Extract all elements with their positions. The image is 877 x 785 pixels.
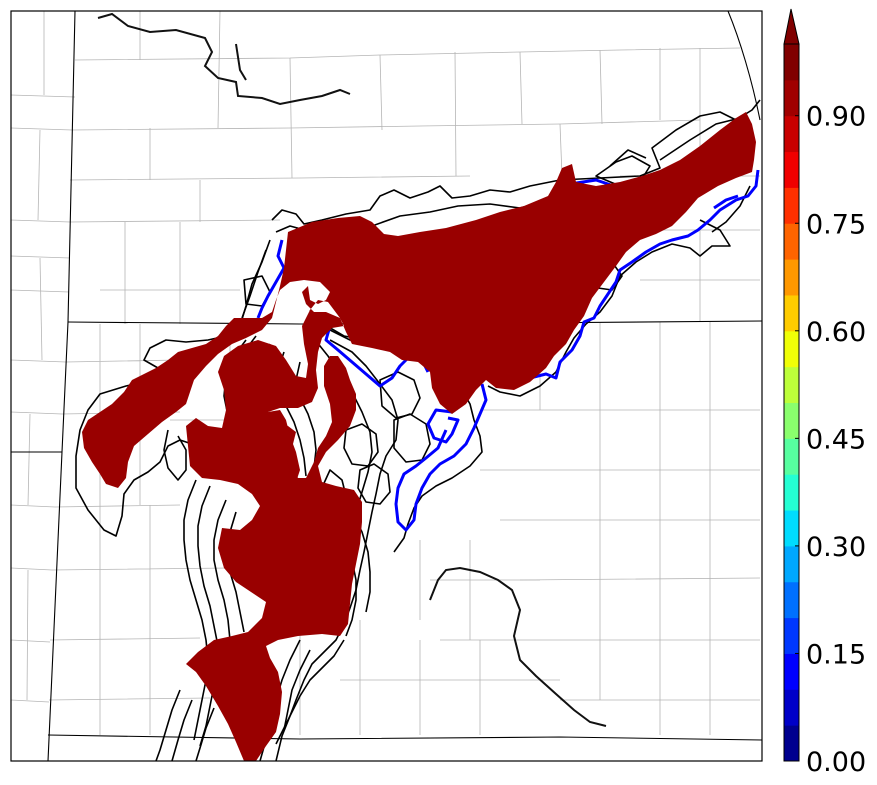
rivers — [97, 12, 607, 727]
colorbar-band — [784, 510, 799, 547]
colorbar-band — [784, 689, 799, 726]
colorbar-band — [784, 44, 799, 81]
colorbar-band — [784, 653, 799, 690]
colorbar-band — [784, 151, 799, 188]
colorbar-band — [784, 79, 799, 117]
colorbar-band — [784, 223, 799, 260]
colorbar-band — [784, 259, 799, 296]
colorbar-bands — [784, 44, 799, 762]
colorbar-band — [784, 187, 799, 224]
colorbar-band — [784, 617, 799, 654]
colorbar-ticks: 0.00 0.15 0.30 0.45 0.60 0.75 0.90 — [795, 102, 866, 778]
colorbar-outline — [783, 43, 800, 762]
colorbar: 0.00 0.15 0.30 0.45 0.60 0.75 0.90 — [783, 8, 866, 778]
colorbar-band — [784, 366, 799, 403]
map-frame — [10, 10, 763, 762]
colorbar-band — [784, 438, 799, 475]
colorbar-band — [784, 474, 799, 511]
colorbar-tick-label: 0.90 — [806, 102, 866, 133]
colorbar-tick-label: 0.60 — [806, 317, 866, 348]
colorbar-tick-label: 0.75 — [806, 209, 866, 240]
colorbar-band — [784, 545, 799, 583]
colorbar-band — [784, 330, 799, 368]
colorbar-extend-arrow — [783, 8, 800, 45]
colorbar-band — [784, 581, 799, 619]
colorbar-band — [784, 725, 799, 762]
colorbar-tick-label: 0.00 — [806, 747, 866, 778]
county-boundaries — [11, 11, 761, 735]
colorbar-tick-label: 0.30 — [806, 532, 866, 563]
probability-fill — [82, 112, 756, 761]
colorbar-band — [784, 402, 799, 439]
colorbar-band — [784, 294, 799, 332]
colorbar-tick-label: 0.45 — [806, 424, 866, 455]
colorbar-tick-label: 0.15 — [806, 639, 866, 670]
colorbar-band — [784, 115, 799, 153]
